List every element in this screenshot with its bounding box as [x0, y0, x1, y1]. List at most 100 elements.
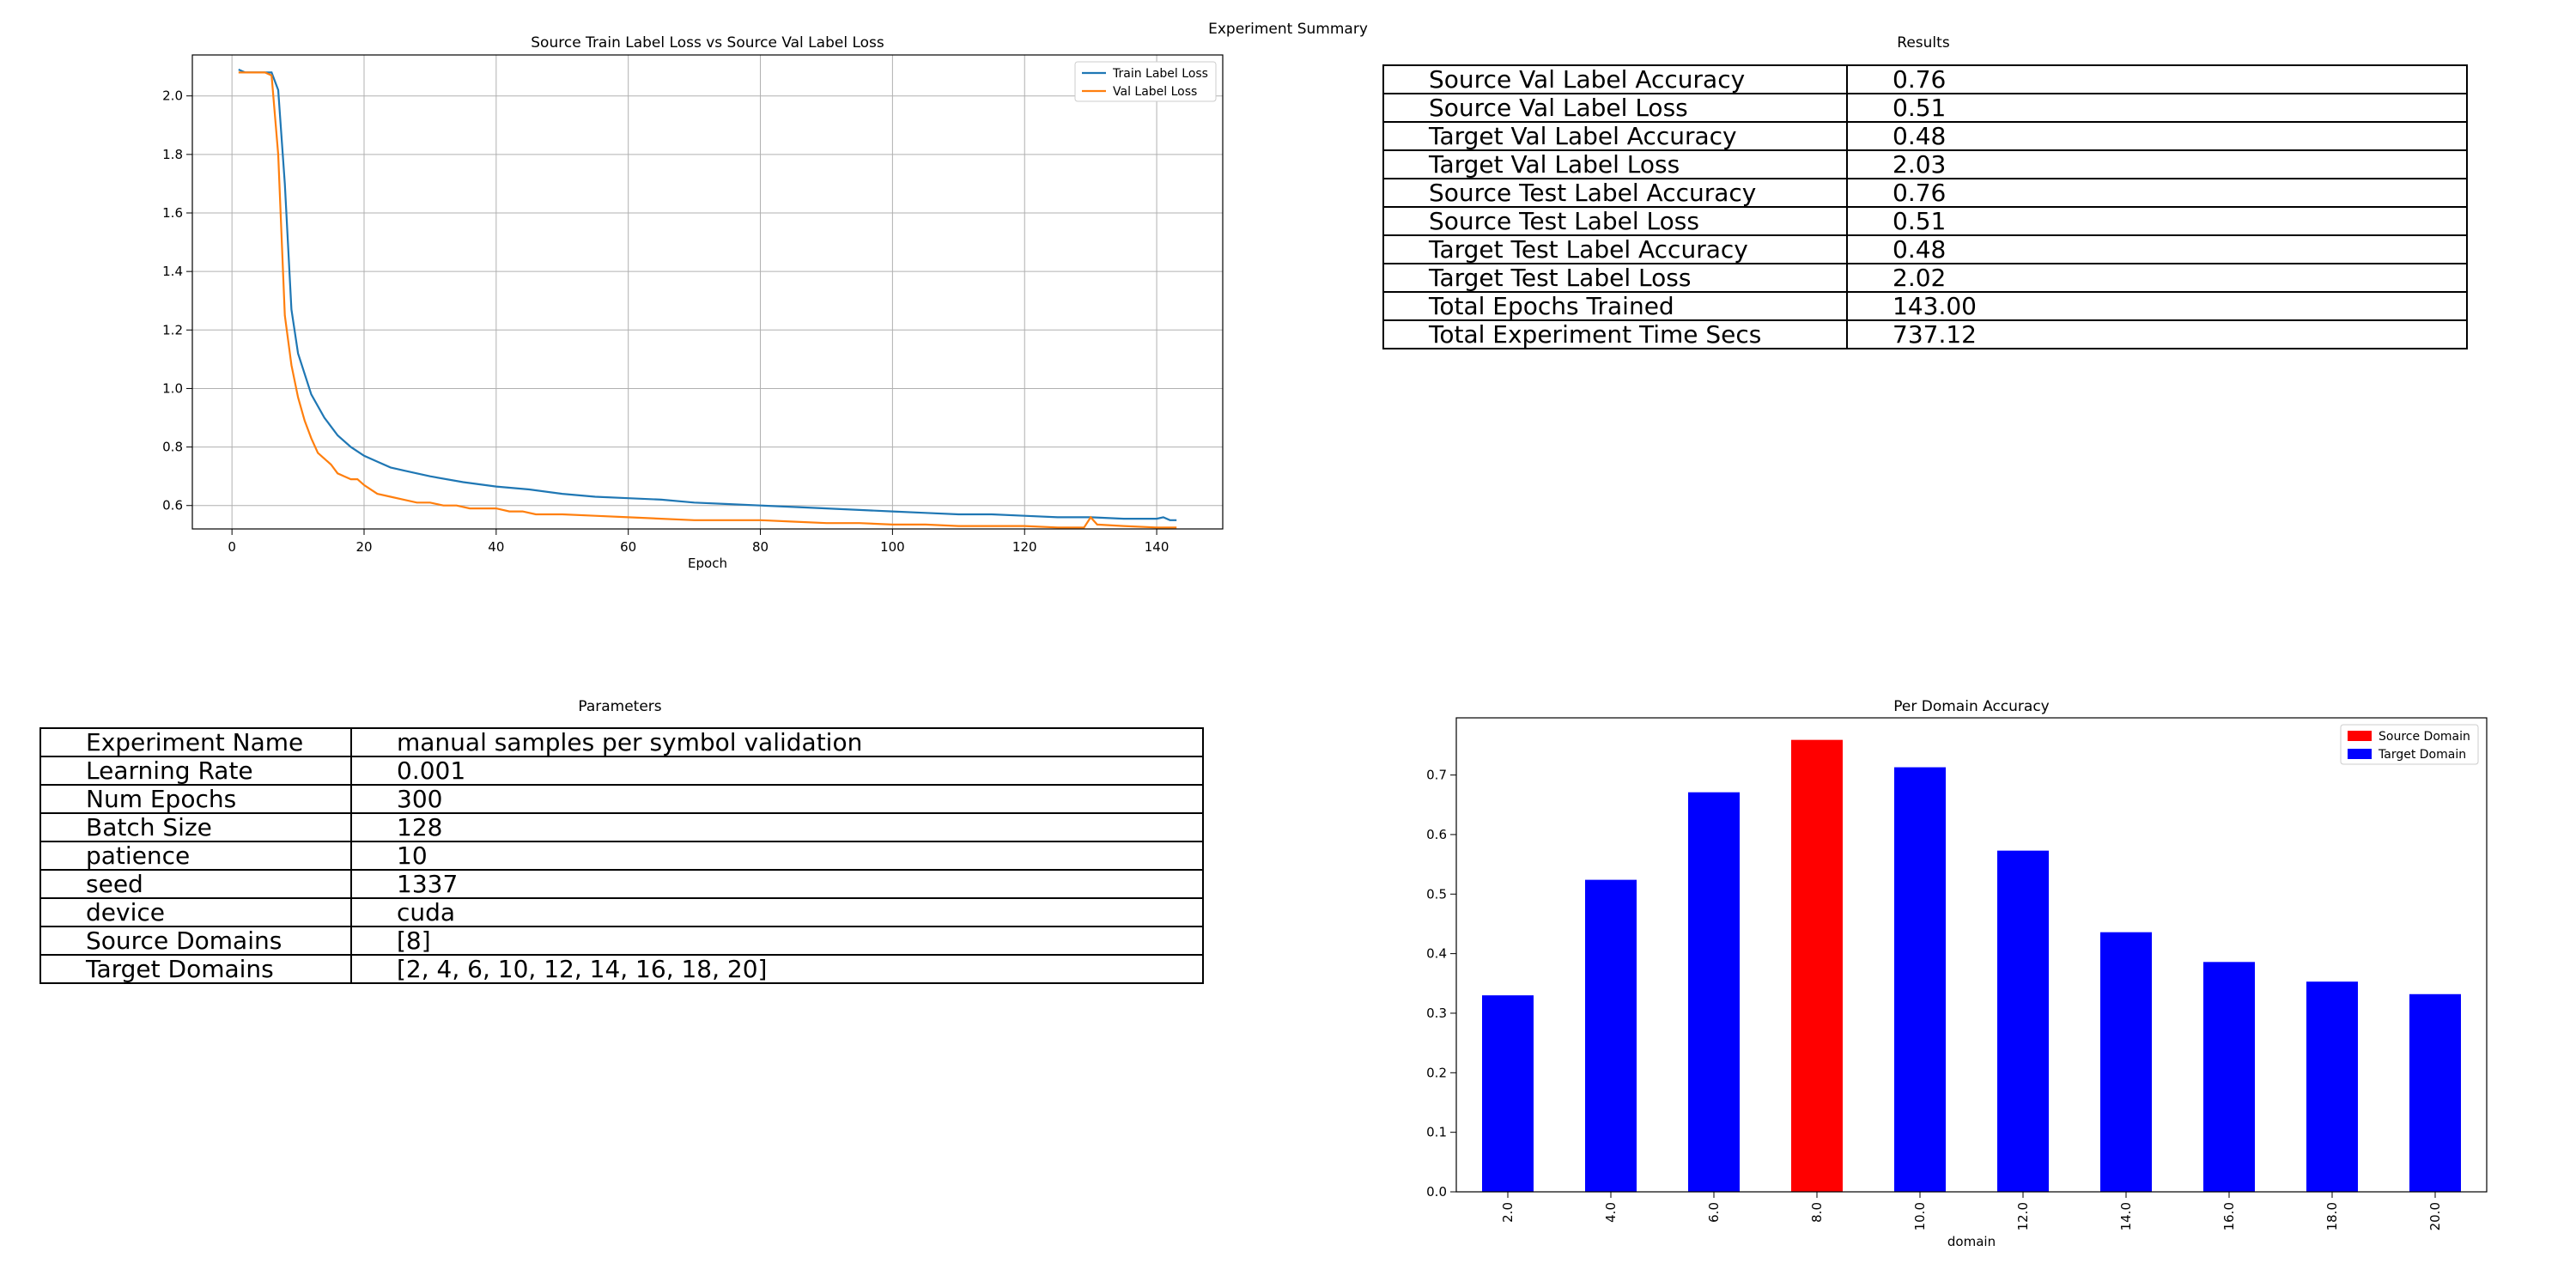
- x-tick-label: 18.0: [2324, 1202, 2340, 1230]
- legend-label: Source Domain: [2379, 730, 2470, 744]
- row-value: 2.03: [1846, 149, 2468, 179]
- results-row: Target Test Label Accuracy 0.48: [1382, 234, 2468, 264]
- row-value: 737.12: [1846, 319, 2468, 349]
- legend-label: Target Domain: [2378, 748, 2466, 762]
- parameters-row: Batch Size 128: [39, 812, 1204, 842]
- loss-chart: 0 20 40 60 80 100 120 140 0.6 0.8 1.0 1.2 1.4 1.6 1.8 2…: [162, 54, 1224, 571]
- loss-chart-title: Source Train Label Loss vs Source Val La…: [531, 34, 884, 52]
- parameters-title: Parameters: [578, 698, 662, 715]
- y-tick-label: 0.3: [1426, 1005, 1447, 1021]
- row-value: [2, 4, 6, 10, 12, 14, 16, 18, 20]: [350, 954, 1204, 984]
- row-value: manual samples per symbol validation: [350, 727, 1204, 757]
- x-tick-label: 140: [1145, 539, 1170, 555]
- legend-swatch: [2348, 749, 2372, 759]
- plot-frame: [1455, 717, 2488, 1193]
- row-label: Target Test Label Loss: [1382, 263, 1848, 293]
- parameters-row: Source Domains [8]: [39, 926, 1204, 956]
- y-tick-label: 0.2: [1426, 1065, 1447, 1080]
- bar-domain-2.0: [1482, 995, 1534, 1192]
- row-label: Target Val Label Accuracy: [1382, 121, 1848, 151]
- results-row: Source Test Label Accuracy 0.76: [1382, 178, 2468, 208]
- results-row: Total Experiment Time Secs 737.12: [1382, 319, 2468, 349]
- row-value: 0.51: [1846, 93, 2468, 123]
- bar-domain-20.0: [2409, 993, 2461, 1192]
- bar-domain-6.0: [1688, 792, 1740, 1192]
- row-value: 0.48: [1846, 121, 2468, 151]
- parameters-row: Learning Rate 0.001: [39, 756, 1204, 786]
- results-row: Source Val Label Loss 0.51: [1382, 93, 2468, 123]
- row-value: 143.00: [1846, 291, 2468, 321]
- x-tick-label: 20: [355, 539, 372, 555]
- x-tick-label: 20.0: [2427, 1202, 2443, 1230]
- results-row: Source Val Label Accuracy 0.76: [1382, 64, 2468, 94]
- legend-box: [1074, 61, 1217, 102]
- row-value: 1337: [350, 869, 1204, 899]
- y-tick-label: 1.4: [162, 264, 183, 279]
- row-label: Target Domains: [39, 954, 352, 984]
- row-label: Source Val Label Accuracy: [1382, 64, 1848, 94]
- domain-accuracy-chart: 0.0 0.1 0.2 0.3 0.4 0.5 0.6 0.7 2.0 4.0 6.0 8.0 10.0…: [1426, 717, 2488, 1249]
- parameters-row: patience 10: [39, 841, 1204, 871]
- y-tick-label: 0.8: [162, 440, 183, 455]
- y-tick-label: 0.5: [1426, 886, 1447, 902]
- row-value: 10: [350, 841, 1204, 871]
- row-value: 300: [350, 784, 1204, 814]
- bar-domain-8.0: [1791, 739, 1843, 1192]
- row-label: Total Epochs Trained: [1382, 291, 1848, 321]
- results-row: Target Test Label Loss 2.02: [1382, 263, 2468, 293]
- x-tick-label: 14.0: [2118, 1202, 2134, 1230]
- x-tick-label: 80: [752, 539, 769, 555]
- row-value: cuda: [350, 897, 1204, 927]
- y-tick-label: 0.6: [162, 498, 183, 513]
- row-label: Source Test Label Loss: [1382, 206, 1848, 236]
- legend-label: Val Label Loss: [1113, 85, 1197, 99]
- series-line-val: [238, 71, 1177, 529]
- x-axis-label: Epoch: [688, 556, 727, 571]
- bar-domain-12.0: [1997, 850, 2049, 1192]
- parameters-row: seed 1337: [39, 869, 1204, 899]
- parameters-table: Experiment Name manual samples per symbol…: [39, 727, 1204, 984]
- y-tick-label: 2.0: [162, 88, 183, 104]
- row-label: patience: [39, 841, 352, 871]
- y-tick-label: 0.1: [1426, 1125, 1447, 1140]
- bar-domain-18.0: [2306, 981, 2358, 1192]
- x-tick-label: 12.0: [2015, 1202, 2031, 1230]
- row-value: [8]: [350, 926, 1204, 956]
- parameters-row: Target Domains [2, 4, 6, 10, 12, 14, 16, …: [39, 954, 1204, 984]
- page-title: Experiment Summary: [1208, 21, 1368, 38]
- row-label: Source Test Label Accuracy: [1382, 178, 1848, 208]
- row-label: Target Test Label Accuracy: [1382, 234, 1848, 264]
- row-label: seed: [39, 869, 352, 899]
- bar-domain-14.0: [2100, 932, 2152, 1192]
- x-tick-label: 0: [228, 539, 236, 555]
- row-label: Experiment Name: [39, 727, 352, 757]
- row-label: Total Experiment Time Secs: [1382, 319, 1848, 349]
- parameters-row: Experiment Name manual samples per symbol…: [39, 727, 1204, 757]
- row-label: Learning Rate: [39, 756, 352, 786]
- x-tick-label: 2.0: [1500, 1202, 1516, 1223]
- results-row: Target Val Label Accuracy 0.48: [1382, 121, 2468, 151]
- x-tick-label: 120: [1012, 539, 1037, 555]
- domain-chart-title: Per Domain Accuracy: [1893, 698, 2050, 715]
- row-value: 0.48: [1846, 234, 2468, 264]
- row-value: 0.001: [350, 756, 1204, 786]
- x-tick-label: 16.0: [2221, 1202, 2237, 1230]
- row-value: 0.76: [1846, 178, 2468, 208]
- y-tick-label: 0.0: [1426, 1184, 1447, 1200]
- y-tick-label: 1.0: [162, 380, 183, 396]
- row-label: Num Epochs: [39, 784, 352, 814]
- y-tick-label: 1.6: [162, 205, 183, 221]
- legend-swatch: [2348, 731, 2372, 741]
- series-line-train: [238, 68, 1177, 521]
- x-tick-label: 8.0: [1809, 1202, 1825, 1223]
- row-label: Target Val Label Loss: [1382, 149, 1848, 179]
- legend-box: [2340, 724, 2479, 765]
- results-title: Results: [1897, 34, 1950, 52]
- row-value: 0.76: [1846, 64, 2468, 94]
- y-tick-label: 0.7: [1426, 768, 1447, 783]
- row-value: 2.02: [1846, 263, 2468, 293]
- row-label: Source Val Label Loss: [1382, 93, 1848, 123]
- row-value: 0.51: [1846, 206, 2468, 236]
- row-label: Source Domains: [39, 926, 352, 956]
- row-label: Batch Size: [39, 812, 352, 842]
